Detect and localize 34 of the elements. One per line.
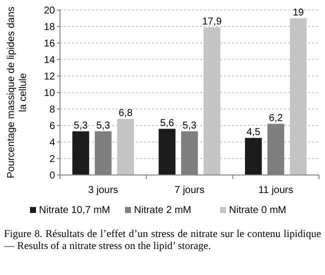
y-tick-label: 8 [49, 104, 56, 116]
y-tick-label: 18 [44, 22, 56, 33]
data-label: 17,9 [202, 16, 222, 28]
bar [72, 131, 90, 175]
x-tick-label: 11 jours [258, 185, 294, 196]
bar [290, 18, 307, 175]
data-label: 19 [292, 7, 304, 18]
data-label: 4,5 [246, 126, 261, 138]
data-label: 5,3 [96, 120, 111, 132]
x-tick-label: 7 jours [174, 185, 205, 196]
bar [245, 138, 262, 175]
legend-label: Nitrate 0 mM [229, 205, 286, 216]
data-label: 5,3 [182, 120, 197, 132]
y-tick-label: 12 [44, 72, 56, 82]
x-tick-label: 3 jours [88, 185, 118, 196]
data-label: 6,2 [268, 112, 284, 124]
y-axis-title: Pourcentage massique de lipides dans la cellule [6, 6, 29, 178]
bar [117, 118, 134, 175]
y-tick-label: 6 [49, 121, 56, 132]
y-tick-label: 0 [49, 170, 56, 182]
legend-label: Nitrate 2 mM [134, 205, 192, 216]
y-tick-label: 10 [44, 88, 56, 99]
y-tick-label: 14 [44, 55, 56, 66]
data-label: 6,8 [118, 108, 133, 119]
bar [204, 27, 220, 175]
y-tick-label: 20 [44, 6, 56, 16]
bar [158, 128, 176, 175]
data-label: 5,3 [74, 120, 88, 132]
y-tick-label: 16 [44, 38, 56, 50]
caption: Figure 8. Résultats de l’effet d’un stress de nitrate sur le contenu lipidique — Results of a nitrate stress on the lipid’ storage. [4, 229, 321, 253]
data-label: 5,6 [160, 118, 174, 129]
legend-label: Nitrate 10,7 mM [39, 205, 110, 216]
y-tick-label: 2 [49, 154, 56, 165]
y-tick-label: 4 [49, 138, 56, 148]
